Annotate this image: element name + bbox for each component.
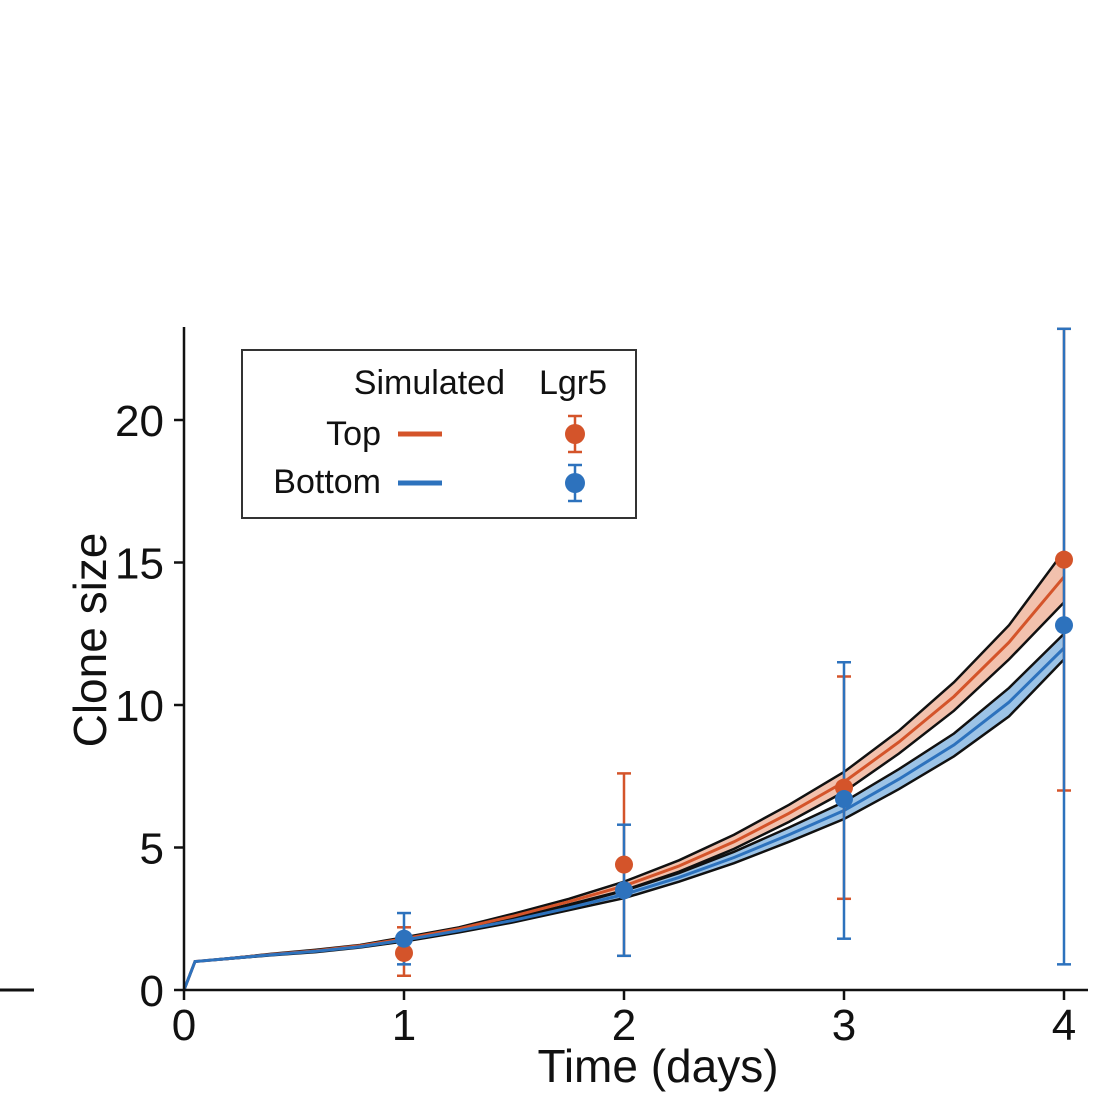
- x-tick-label: 2: [612, 1001, 636, 1050]
- legend-marker-bottom: [565, 463, 585, 503]
- y-tick-label: 10: [115, 682, 164, 731]
- y-tick-label: 20: [115, 397, 164, 446]
- legend: Simulated Lgr5 Top Bottom: [241, 349, 637, 519]
- simulated-lines: [182, 575, 1066, 991]
- legend-header-simulated: Simulated: [354, 364, 505, 402]
- bottom-simulated-line: [182, 646, 1066, 991]
- x-tick-label: 3: [832, 1001, 856, 1050]
- bottom-lgr5-point: [1055, 616, 1073, 635]
- x-ticks: 0 1 2 3 4: [172, 990, 1076, 1050]
- top-lgr5-point: [1055, 550, 1073, 569]
- top-lgr5-point: [395, 943, 413, 962]
- bottom-lgr5-point: [395, 929, 413, 948]
- legend-marker-top: [565, 414, 585, 454]
- legend-label-bottom: Bottom: [273, 463, 381, 501]
- legend-header-lgr5: Lgr5: [539, 364, 607, 402]
- bottom-lgr5-point: [615, 881, 633, 900]
- y-tick-label: 0: [140, 967, 164, 1016]
- x-tick-label: 0: [172, 1001, 196, 1050]
- y-axis-title: Clone size: [64, 533, 116, 748]
- x-axis-title: Time (days): [537, 1040, 778, 1092]
- y-ticks: 0 5 10 15 20: [115, 397, 184, 1016]
- y-tick-label: 5: [140, 825, 164, 874]
- lgr5-points: [395, 550, 1073, 962]
- x-tick-label: 4: [1052, 1001, 1076, 1050]
- x-tick-label: 1: [392, 1001, 416, 1050]
- top-lgr5-point: [615, 855, 633, 874]
- bottom-lgr5-point: [835, 790, 853, 809]
- legend-label-top: Top: [326, 415, 381, 453]
- y-tick-label: 15: [115, 540, 164, 589]
